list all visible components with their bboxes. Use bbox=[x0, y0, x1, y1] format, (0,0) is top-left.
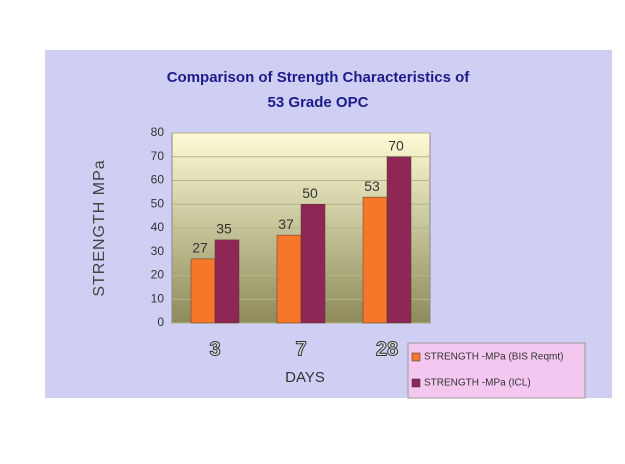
y-tick-label: 70 bbox=[151, 149, 165, 163]
chart-title: 53 Grade OPC bbox=[268, 94, 369, 111]
bar bbox=[214, 239, 240, 324]
legend-swatch bbox=[411, 378, 421, 388]
value-label: 35 bbox=[216, 221, 232, 237]
value-label: 50 bbox=[302, 185, 318, 201]
y-tick-label: 0 bbox=[157, 315, 164, 329]
bar bbox=[190, 258, 216, 324]
value-label: 53 bbox=[364, 178, 380, 194]
bar bbox=[300, 204, 326, 324]
bar bbox=[362, 196, 388, 324]
y-tick-label: 40 bbox=[151, 220, 165, 234]
legend-label: STRENGTH -MPa (BIS Reqmt) bbox=[424, 352, 563, 363]
x-axis-label: DAYS bbox=[285, 369, 325, 386]
y-tick-label: 20 bbox=[151, 268, 165, 282]
x-tick-label: 3 bbox=[209, 338, 220, 360]
legend-box bbox=[407, 342, 586, 399]
bar bbox=[276, 234, 302, 324]
y-tick-label: 50 bbox=[151, 196, 165, 210]
y-tick-label: 60 bbox=[151, 173, 165, 187]
value-label: 70 bbox=[388, 137, 404, 153]
chart-title: Comparison of Strength Characteristics o… bbox=[167, 69, 471, 86]
y-tick-label: 30 bbox=[151, 244, 165, 258]
x-tick-label: 7 bbox=[295, 338, 306, 360]
legend-label: STRENGTH -MPa (ICL) bbox=[424, 378, 531, 389]
y-tick-label: 10 bbox=[151, 291, 165, 305]
value-label: 37 bbox=[278, 216, 294, 232]
y-axis-label: STRENGTH MPa bbox=[91, 159, 108, 296]
bar bbox=[386, 156, 412, 324]
y-tick-label: 80 bbox=[151, 125, 165, 139]
x-tick-label: 28 bbox=[376, 338, 398, 360]
value-label: 27 bbox=[192, 240, 208, 256]
legend-swatch bbox=[411, 352, 421, 362]
